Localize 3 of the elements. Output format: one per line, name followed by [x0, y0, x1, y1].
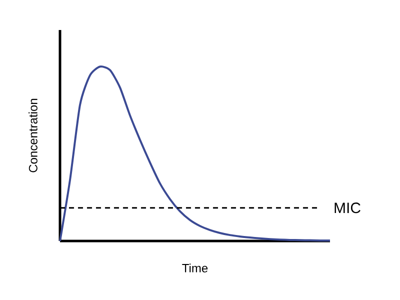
x-axis-title: Time: [182, 264, 208, 272]
y-axis-title: Concentration: [28, 98, 38, 172]
ref-line-label: MIC: [334, 202, 360, 214]
